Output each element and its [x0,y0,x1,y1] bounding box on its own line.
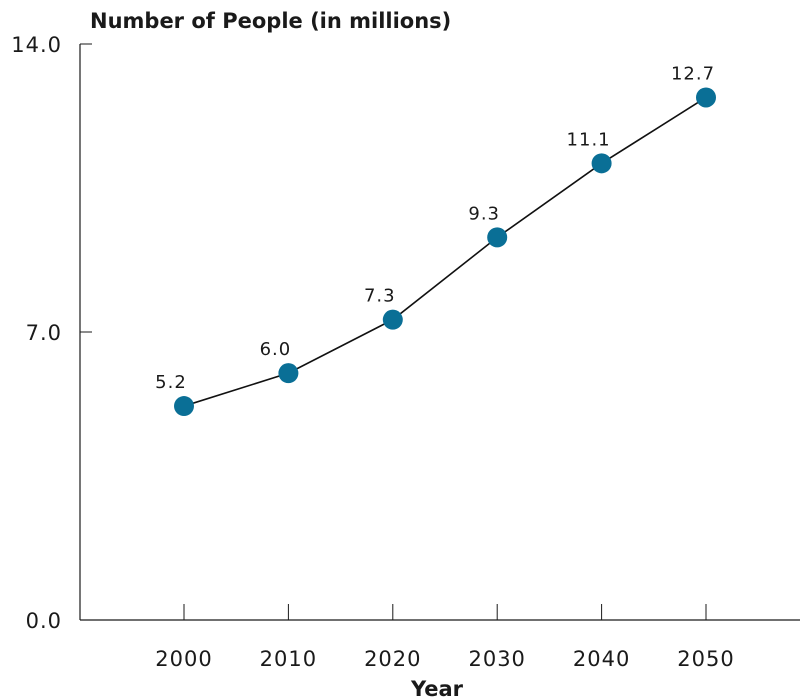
x-tick-label: 2050 [677,647,734,671]
x-tick-label: 2020 [364,647,421,671]
data-point [278,363,299,384]
data-label: 11.1 [567,129,611,150]
y-tick-label: 0.0 [26,609,62,633]
x-tick-label: 2030 [468,647,525,671]
data-label: 12.7 [671,63,715,84]
data-label: 9.3 [468,203,500,224]
y-ticks: 0.0 7.0 14.0 [11,33,92,633]
data-label: 6.0 [260,339,292,360]
data-point [696,87,716,108]
x-tick-label: 2010 [260,647,317,671]
data-point [174,396,194,417]
x-tick-label: 2000 [155,647,212,671]
data-point [487,227,508,248]
data-label: 5.2 [155,372,187,393]
data-label: 7.3 [364,286,396,307]
x-ticks: 2000 2010 2020 2030 2040 2050 [155,604,734,671]
data-point [382,309,403,330]
series-line [183,96,707,407]
y-axis-title: Number of People (in millions) [90,9,451,33]
x-axis-title: Year [410,677,464,700]
series-group: 5.2 6.0 7.3 9.3 11.1 12.7 [155,63,716,417]
data-point [591,153,612,174]
y-tick-label: 14.0 [11,33,62,57]
x-tick-label: 2040 [573,647,630,671]
y-tick-label: 7.0 [26,321,62,345]
